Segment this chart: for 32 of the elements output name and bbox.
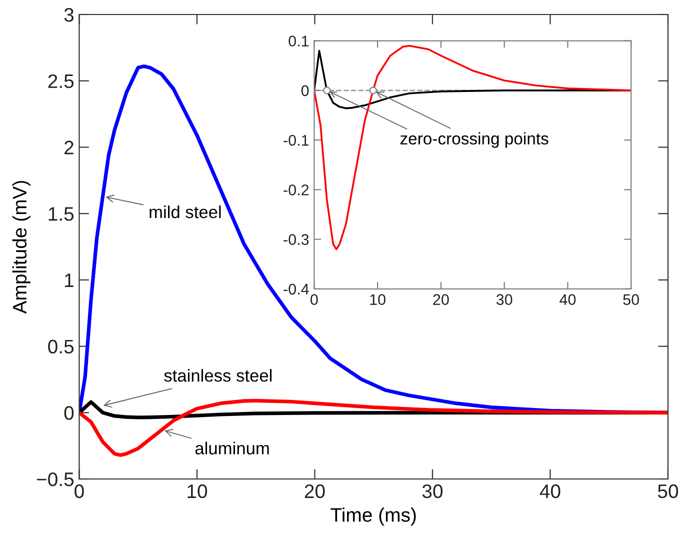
x-tick-label: 0 [74,484,84,498]
y-tick-label: 0.5 [48,340,74,354]
x-tick-label: 50 [623,294,639,305]
x-tick-label: 10 [370,294,386,305]
y-tick-label: 2 [64,140,74,154]
x-tick-label: 20 [304,484,325,498]
x-tick-label: 30 [422,484,443,498]
y-tick-label: -0.3 [284,234,309,245]
x-tick-label: 30 [496,294,512,305]
y-tick-label: 0 [64,406,74,420]
y-tick-label: -0.4 [284,284,309,295]
x-tick-label: 40 [560,294,576,305]
series-label: aluminum [195,442,269,454]
y-tick-label: 2.5 [48,74,74,88]
x-tick-label: 0 [310,294,318,305]
x-tick-label: 40 [540,484,560,498]
y-tick-label: -0.1 [284,134,309,146]
y-tick-label: -0.2 [284,184,309,196]
y-axis-title: Amplitude (mV) [12,180,30,314]
y-tick-label: −0.5 [36,472,74,486]
x-tick-label: 20 [433,294,449,305]
series-label: stainless steel [164,368,272,382]
y-tick-label: 0 [301,85,309,96]
series-label: mild steel [150,205,221,218]
y-tick-label: 1 [65,274,74,287]
y-tick-label: 1.5 [48,207,74,221]
y-tick-label: 0.1 [288,36,309,46]
x-axis-title: Time (ms) [330,508,416,526]
annotation: zero-crossing points [400,132,548,148]
y-tick-label: 3 [64,8,74,22]
x-tick-label: 50 [658,484,678,498]
x-tick-label: 10 [188,484,208,498]
